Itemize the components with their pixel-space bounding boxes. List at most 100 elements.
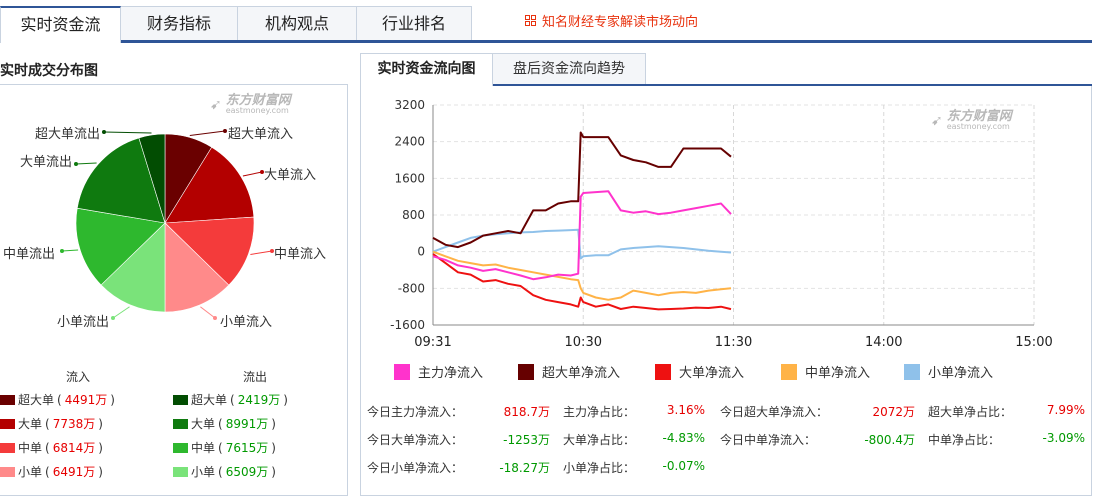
pie-slice-3[interactable] xyxy=(164,222,230,313)
stat-main-ratio-value: 3.16% xyxy=(666,403,705,417)
pie-slice-2[interactable] xyxy=(164,216,255,286)
pie-label-small-in: 小单流入 xyxy=(220,315,273,330)
series-legend-super[interactable]: 超大单净流入 xyxy=(518,362,620,381)
y-tick-label: 0 xyxy=(417,245,425,259)
flow-chart-panel xyxy=(360,86,1092,496)
legend-value: 7738万 xyxy=(52,417,96,431)
legend-name: 超大单 xyxy=(18,393,55,407)
legend-swatch xyxy=(655,363,671,380)
pie-slice-5[interactable] xyxy=(75,207,166,286)
stat-super-ratio-value: 7.99% xyxy=(1046,403,1085,417)
promo-text: 知名财经专家解读市场动向 xyxy=(542,15,699,30)
y-tick-label: -1600 xyxy=(390,318,425,332)
pie-chart xyxy=(60,129,274,320)
pie-leader-line xyxy=(75,162,97,165)
legend-value: 2419万 xyxy=(237,393,281,407)
y-tick-label: 800 xyxy=(402,208,425,222)
series-line-3 xyxy=(432,250,732,301)
stat-small-inflow-label: 今日小单净流入： xyxy=(367,461,464,475)
legend-outflow-super: 超大单(2419万) xyxy=(173,391,288,408)
pie-leader-line xyxy=(61,249,79,252)
legend-inflow-big: 大单(7738万) xyxy=(0,415,103,432)
legend-value: 6814万 xyxy=(52,441,96,455)
top-tab-bar: 实时资金流 财务指标 机构观点 行业排名 知名财经专家解读市场动向 xyxy=(0,0,1098,43)
series-legend-label: 中单净流入 xyxy=(805,366,871,381)
series-legend-label: 小单净流入 xyxy=(928,366,994,381)
x-tick-label: 09:31 xyxy=(414,335,451,350)
series-line-1 xyxy=(432,131,732,249)
stat-main-ratio-label: 主力净占比： xyxy=(563,405,636,419)
series-legend-small[interactable]: 小单净流入 xyxy=(904,362,993,381)
stat-small-inflow-value: -18.27万 xyxy=(499,461,550,475)
tab-financial-indicators[interactable]: 财务指标 xyxy=(120,6,238,42)
stat-big-inflow-label: 今日大单净流入： xyxy=(367,433,464,447)
eastmoney-logo-right: ➹ 东方财富网 eastmoney.com xyxy=(931,110,1012,131)
legend-swatch xyxy=(0,394,15,405)
x-tick-label: 15:00 xyxy=(1015,335,1052,350)
pie-label-big-in: 大单流入 xyxy=(264,168,317,183)
logo-icon: ➹ xyxy=(931,112,943,129)
stat-mid-ratio-value: -3.09% xyxy=(1042,431,1085,445)
legend-swatch xyxy=(518,363,534,380)
stat-main-inflow-label: 今日主力净流入： xyxy=(367,405,464,419)
y-tick-label: 3200 xyxy=(394,98,425,112)
tab-institution-views[interactable]: 机构观点 xyxy=(237,6,357,42)
series-legend-mid[interactable]: 中单净流入 xyxy=(781,362,870,381)
tab-realtime-fund-flow[interactable]: 实时资金流 xyxy=(0,6,121,43)
pie-leader-line xyxy=(103,131,152,134)
pie-label-mid-in: 中单流入 xyxy=(274,247,327,262)
logo-icon: ➹ xyxy=(210,96,222,113)
legend-name: 小单 xyxy=(191,465,216,479)
pie-panel-title: 实时成交分布图 xyxy=(0,63,98,79)
pie-panel xyxy=(0,84,348,496)
legend-swatch xyxy=(0,418,15,429)
pie-slice-6[interactable] xyxy=(76,137,166,224)
tab-industry-ranking[interactable]: 行业排名 xyxy=(356,6,472,42)
pie-leader-line xyxy=(112,306,130,319)
promo-link[interactable]: 知名财经专家解读市场动向 xyxy=(525,11,698,30)
logo-text-cn: 东方财富网 xyxy=(225,93,291,108)
stat-super-ratio-label: 超大单净占比： xyxy=(928,405,1013,419)
pie-label-super-out: 超大单流出 xyxy=(35,127,101,142)
logo-text-en: eastmoney.com xyxy=(225,106,289,115)
stat-mid-inflow-label: 今日中单净流入： xyxy=(720,433,817,447)
y-tick-label: 1600 xyxy=(394,171,425,185)
legend-swatch xyxy=(781,363,797,380)
legend-name: 大单 xyxy=(191,417,216,431)
stat-main-inflow-value: 818.7万 xyxy=(503,405,550,419)
legend-swatch xyxy=(904,363,920,380)
legend-outflow-small: 小单(6509万) xyxy=(173,463,276,480)
legend-value: 4491万 xyxy=(64,393,108,407)
legend-value: 6491万 xyxy=(52,465,96,479)
stat-big-inflow-value: -1253万 xyxy=(503,433,550,447)
pie-leader-dot xyxy=(60,249,64,253)
pie-label-big-out: 大单流出 xyxy=(20,155,73,170)
legend-name: 中单 xyxy=(191,441,216,455)
pie-slice-1[interactable] xyxy=(164,146,255,224)
series-legend-main[interactable]: 主力净流入 xyxy=(394,362,483,381)
y-tick-label: -800 xyxy=(398,281,425,295)
flow-line-chart: 3200 2400 1600 800 0 -800 -1600 09:31 10:30 11:30… xyxy=(390,98,1053,350)
legend-outflow-big: 大单(8991万) xyxy=(173,415,276,432)
tab-realtime-flow-chart[interactable]: 实时资金流向图 xyxy=(360,53,493,86)
pie-slice-4[interactable] xyxy=(100,222,166,313)
pie-slice-7[interactable] xyxy=(138,133,166,224)
series-legend-label: 主力净流入 xyxy=(418,366,484,381)
stat-big-ratio-label: 大单净占比： xyxy=(563,433,636,447)
series-legend-big[interactable]: 大单净流入 xyxy=(655,362,744,381)
tab-after-hours-trend[interactable]: 盘后资金流向趋势 xyxy=(492,53,646,85)
stat-big-ratio-value: -4.83% xyxy=(662,431,705,445)
x-tick-label: 14:00 xyxy=(865,335,902,350)
pie-leader-dot xyxy=(102,130,106,134)
legend-outflow-title: 流出 xyxy=(243,370,268,384)
x-tick-label: 10:30 xyxy=(565,335,602,350)
legend-value: 8991万 xyxy=(225,417,269,431)
pie-leader-dot xyxy=(213,316,217,320)
legend-name: 小单 xyxy=(18,465,43,479)
stat-super-inflow-value: 2072万 xyxy=(872,405,915,419)
legend-inflow-mid: 中单(6814万) xyxy=(0,439,103,456)
legend-swatch xyxy=(394,363,410,380)
pie-leader-line xyxy=(250,250,273,255)
legend-inflow-title: 流入 xyxy=(66,370,91,384)
stat-mid-ratio-label: 中单净占比： xyxy=(928,433,1001,447)
